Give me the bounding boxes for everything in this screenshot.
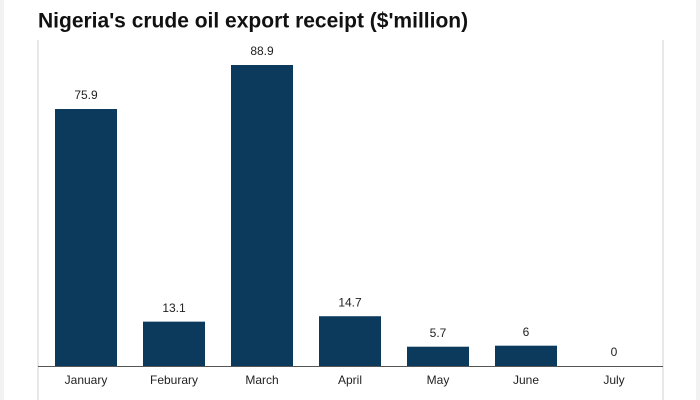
bar: [319, 316, 381, 366]
bar: [495, 345, 557, 366]
bar: [55, 109, 117, 366]
value-label: 5.7: [430, 326, 447, 340]
x-tick-label: March: [245, 373, 278, 387]
x-tick-label: May: [427, 373, 450, 387]
value-label: 88.9: [250, 44, 274, 58]
x-tick-label: July: [603, 373, 624, 387]
x-tick-label: Feburary: [150, 373, 198, 387]
value-label: 75.9: [74, 88, 98, 102]
x-tick-label: January: [65, 373, 108, 387]
chart-title: Nigeria's crude oil export receipt ($'mi…: [38, 10, 468, 33]
value-label: 0: [611, 345, 618, 359]
x-tick-label: April: [338, 373, 362, 387]
bar: [231, 65, 293, 366]
value-label: 13.1: [162, 301, 186, 315]
value-label: 6: [523, 325, 530, 339]
value-label: 14.7: [338, 295, 362, 309]
bar: [407, 346, 469, 366]
bar: [143, 321, 205, 366]
x-tick-label: June: [513, 373, 539, 387]
